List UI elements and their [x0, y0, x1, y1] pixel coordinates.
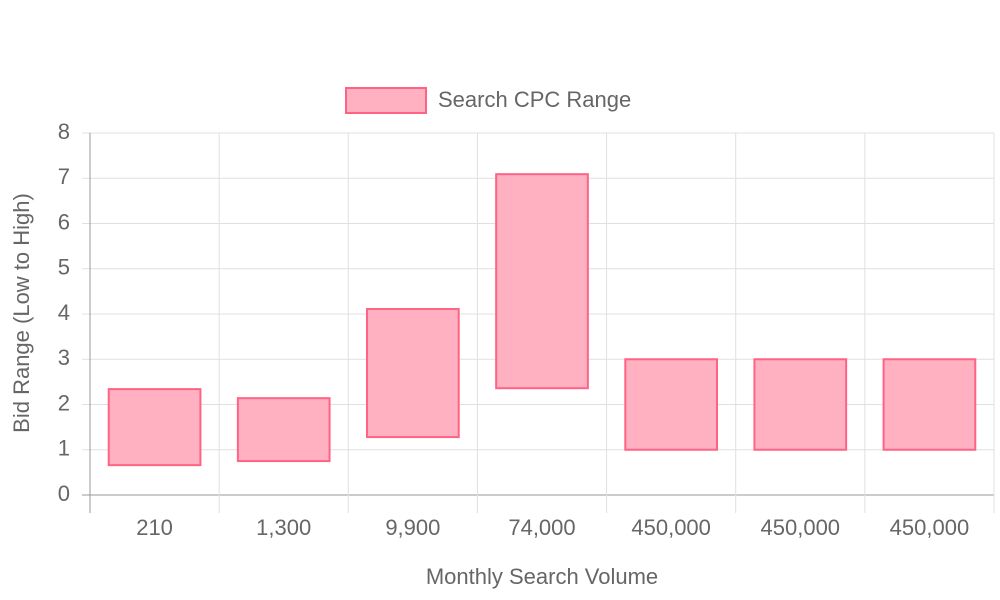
bar [882, 358, 977, 451]
y-tick-label: 2 [58, 390, 70, 415]
x-tick-label: 450,000 [761, 515, 841, 540]
x-tick-label: 74,000 [508, 515, 575, 540]
x-tick-label: 450,000 [890, 515, 970, 540]
x-axis-label: Monthly Search Volume [426, 564, 658, 589]
y-axis-label: Bid Range (Low to High) [9, 193, 34, 433]
legend-swatch [345, 87, 427, 114]
x-tick-label: 450,000 [631, 515, 711, 540]
y-tick-label: 5 [58, 255, 70, 280]
bar [236, 397, 331, 463]
y-tick-label: 7 [58, 164, 70, 189]
legend-label: Search CPC Range [438, 87, 631, 112]
x-tick-label: 1,300 [256, 515, 311, 540]
y-tick-label: 0 [58, 481, 70, 506]
bar [366, 308, 460, 439]
y-tick-label: 4 [58, 300, 70, 325]
bar [495, 173, 589, 390]
y-tick-label: 1 [58, 436, 70, 461]
y-tick-label: 3 [58, 345, 70, 370]
bar [624, 358, 718, 451]
x-tick-label: 9,900 [385, 515, 440, 540]
y-tick-label: 6 [58, 209, 70, 234]
x-tick-label: 210 [136, 515, 173, 540]
bar [753, 358, 848, 451]
bar [107, 388, 202, 467]
y-tick-label: 8 [58, 119, 70, 144]
